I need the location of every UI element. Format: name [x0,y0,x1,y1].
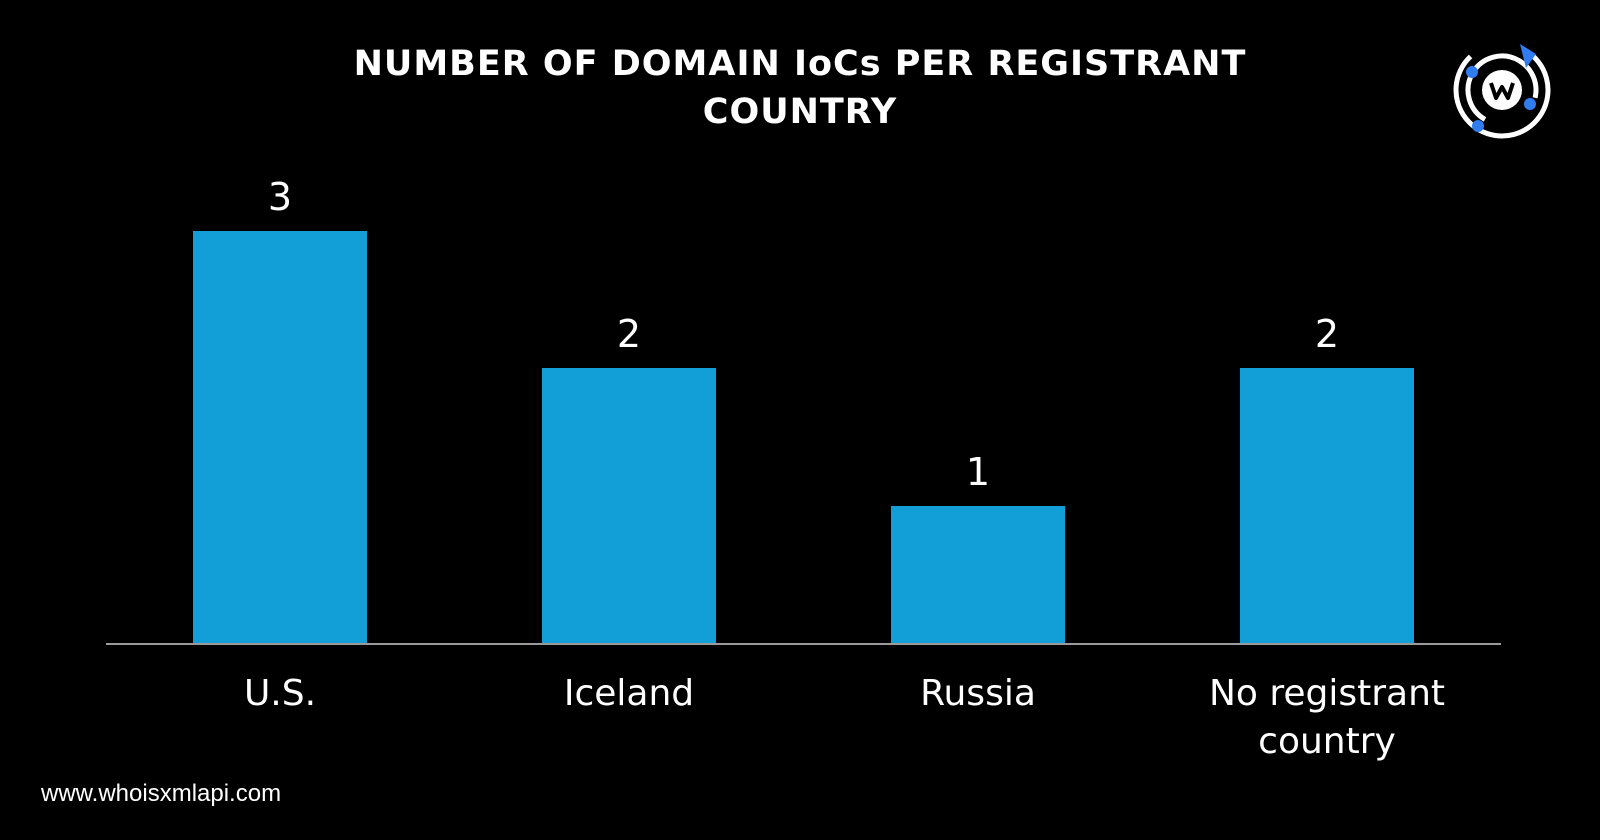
x-tick-label: No registrant country [1208,673,1446,762]
baseline [106,643,1501,645]
x-tick-label: Russia [920,673,1036,714]
value-label: 2 [1314,312,1340,357]
value-label: 2 [616,312,642,357]
x-tick-label: U.S. [243,673,317,714]
bar [193,231,367,643]
logo [1453,41,1551,139]
bar [1240,368,1414,643]
x-tick-label: Iceland [563,673,695,714]
value-label: 1 [965,449,991,494]
bar [542,368,716,643]
value-label: 3 [267,175,293,219]
bar [891,505,1065,643]
chart-title: NUMBER OF DOMAIN IoCs PER REGISTRANT COU… [353,44,1247,132]
footer-url: www.whoisxmlapi.com [41,780,282,807]
